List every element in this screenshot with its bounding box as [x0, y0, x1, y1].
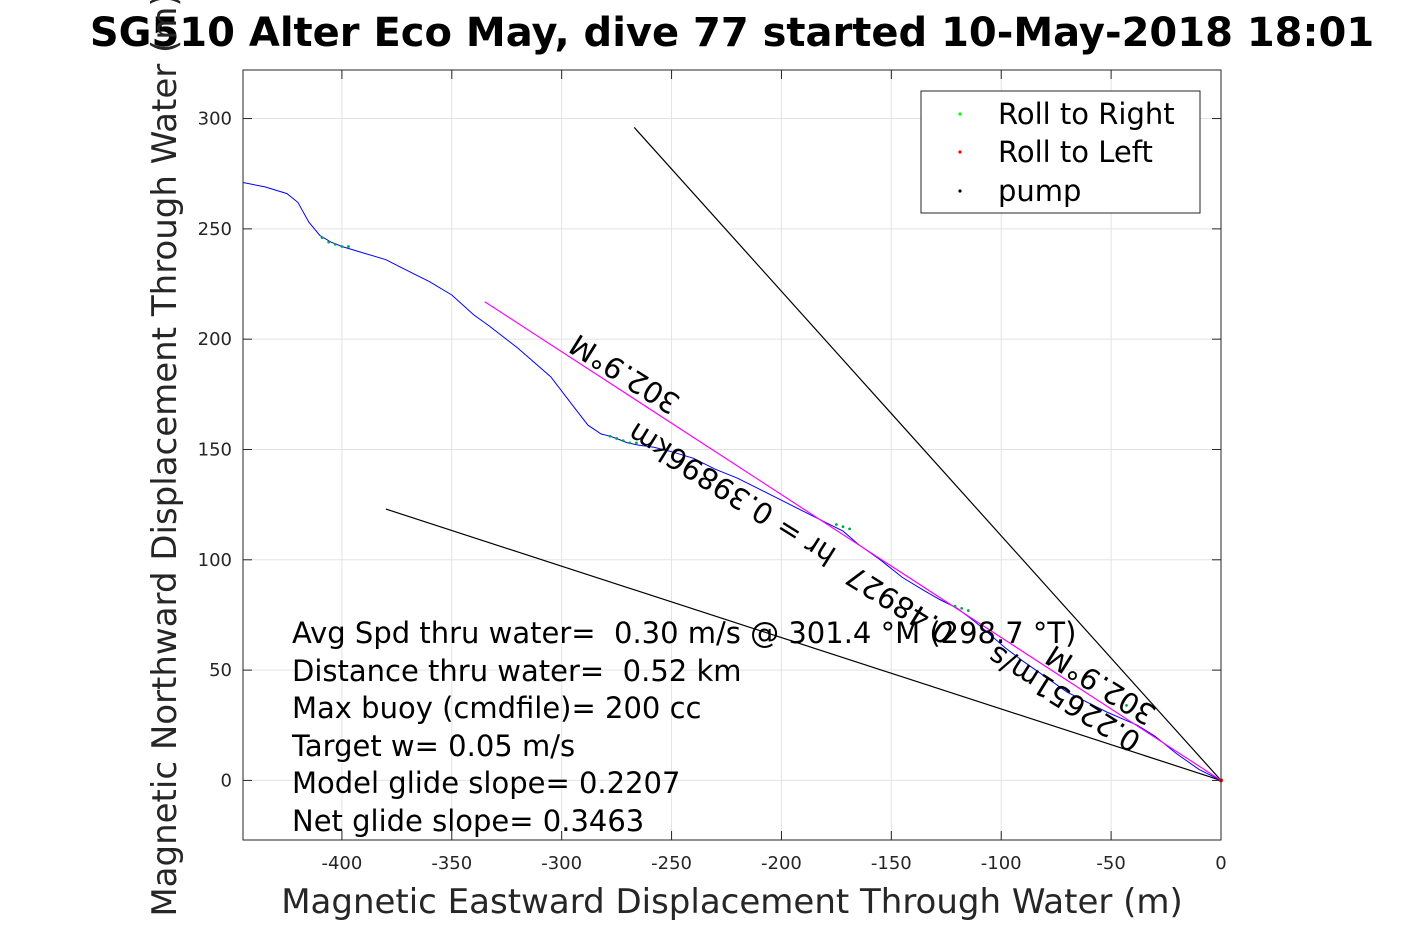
annotation-model-glide: Model glide slope= 0.2207 [292, 766, 680, 800]
y-ticks: 0 50 100 150 200 250 300 [198, 109, 1221, 791]
roll-right-point [953, 604, 957, 608]
avg-heading-line [484, 301, 1222, 781]
annotation-block: Avg Spd thru water= 0.30 m/s @ 301.4 °M … [291, 616, 1076, 838]
annotation-net-glide: Net glide slope= 0.3463 [292, 804, 644, 838]
legend-label-roll-left: Roll to Left [998, 135, 1153, 169]
roll-right-point [841, 525, 845, 529]
guide-line-lower [385, 508, 1222, 781]
x-tick-label: -200 [761, 853, 802, 874]
legend-marker-roll-left [958, 150, 962, 154]
roll-right-point [320, 236, 324, 240]
annotation-target-w: Target w= 0.05 m/s [291, 729, 575, 763]
roll-right-point [615, 437, 619, 440]
legend-marker-roll-right [958, 112, 962, 116]
roll-right-point [966, 609, 970, 612]
annotation-avg-speed: Avg Spd thru water= 0.30 m/s @ 301.4 °M … [292, 616, 1076, 650]
y-tick-label: 250 [198, 219, 232, 240]
roll-right-point [327, 240, 331, 244]
guide-line-upper [633, 126, 1222, 781]
roll-right-point [960, 606, 964, 610]
y-tick-label: 150 [198, 439, 232, 460]
chart-title: SG510 Alter Eco May, dive 77 started 10-… [90, 10, 1374, 56]
x-tick-label: -300 [541, 853, 582, 874]
plot-frame [242, 69, 1222, 841]
y-tick-label: 50 [209, 660, 232, 681]
legend-box [920, 90, 1201, 214]
x-axis-label: Magnetic Eastward Displacement Through W… [281, 882, 1183, 922]
y-tick-label: 0 [221, 770, 232, 791]
roll-right-point [1131, 706, 1135, 710]
y-tick-label: 300 [198, 109, 232, 130]
roll-right-point [848, 527, 851, 531]
x-ticks: -400 -350 -300 -250 -200 -150 -100 -50 0 [321, 70, 1227, 874]
annotation-distance: Distance thru water= 0.52 km [292, 654, 742, 688]
x-tick-label: -350 [431, 853, 472, 874]
roll-right-point [333, 242, 337, 246]
roll-right-point [347, 245, 350, 248]
y-tick-label: 100 [198, 550, 232, 571]
x-tick-label: -400 [321, 853, 362, 874]
y-tick-label: 200 [198, 329, 232, 350]
roll-right-point [608, 434, 612, 438]
y-axis-label: Magnetic Northward Displacement Through … [145, 0, 185, 917]
annotation-max-buoy: Max buoy (cmdfile)= 200 cc [292, 691, 701, 725]
x-tick-label: -250 [651, 853, 692, 874]
legend-marker-pump [958, 189, 962, 193]
x-tick-label: -100 [981, 853, 1022, 874]
legend-label-pump: pump [998, 174, 1081, 208]
x-tick-label: 0 [1215, 853, 1226, 874]
roll-right-point [634, 441, 638, 445]
legend-label-roll-right: Roll to Right [998, 97, 1175, 131]
roll-right-point [340, 245, 344, 248]
roll-right-point [628, 441, 632, 445]
legend: Roll to Right Roll to Left pump [920, 90, 1201, 214]
roll-right-point [621, 439, 625, 443]
x-tick-label: -150 [871, 853, 912, 874]
track-line [242, 182, 1222, 781]
chart-lines [242, 126, 1222, 781]
roll-right-point [1125, 704, 1128, 707]
roll-right-point [834, 523, 838, 526]
x-tick-label: -50 [1096, 853, 1125, 874]
